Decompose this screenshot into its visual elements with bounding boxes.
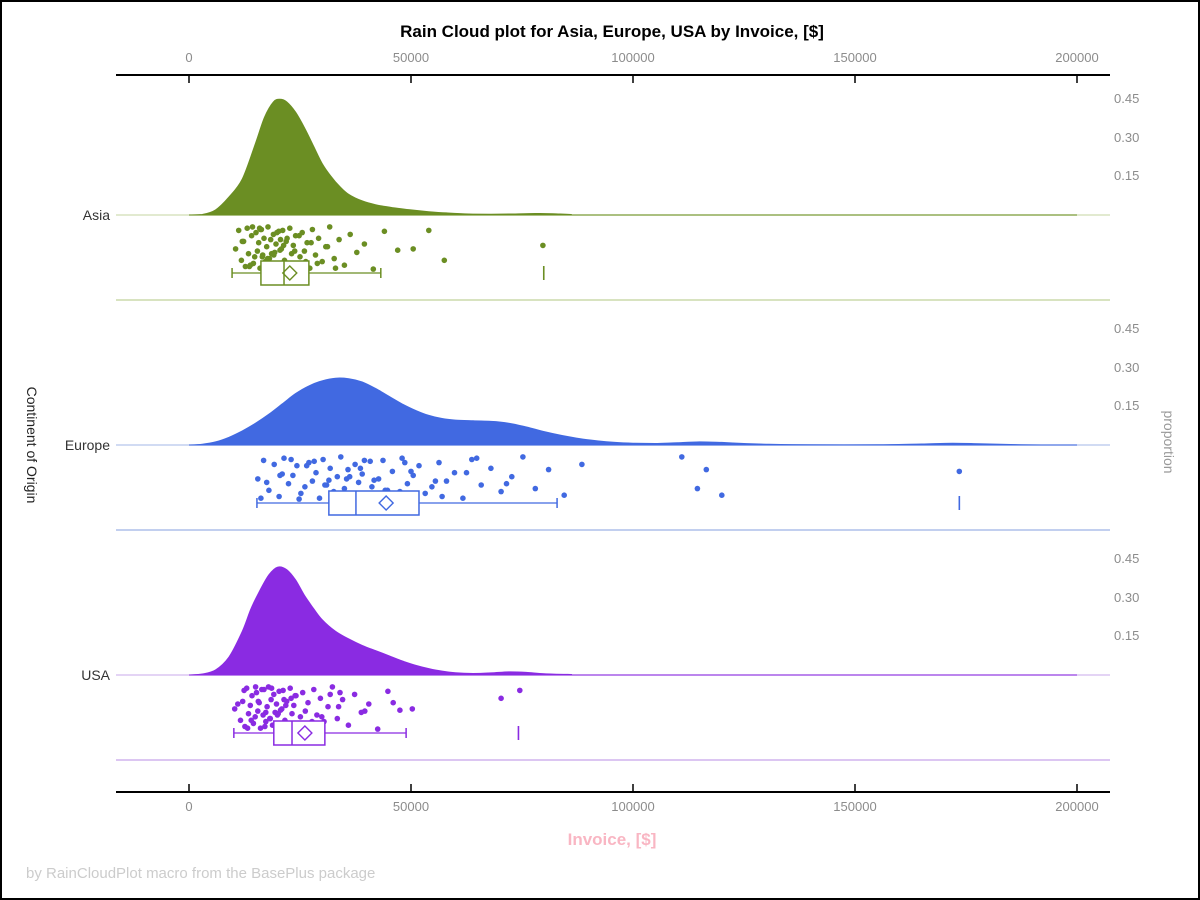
category-label-europe: Europe — [64, 437, 110, 453]
x-axis-top-tick-label: 200000 — [1055, 50, 1099, 65]
x-axis-title: Invoice, [$] — [567, 830, 657, 849]
x-axis-top-tick-label: 100000 — [611, 50, 655, 65]
proportion-tick-label: 0.30 — [1114, 590, 1140, 605]
x-axis-bottom-tick-label: 0 — [185, 799, 193, 814]
proportion-tick-label: 0.45 — [1114, 321, 1140, 336]
category-label-asia: Asia — [82, 207, 110, 223]
proportion-tick-label: 0.45 — [1114, 551, 1140, 566]
proportion-tick-label: 0.15 — [1114, 628, 1140, 643]
chart-title: Rain Cloud plot for Asia, Europe, USA by… — [400, 22, 824, 41]
category-label-usa: USA — [81, 667, 110, 683]
proportion-tick-label: 0.30 — [1114, 130, 1140, 145]
x-axis-top-tick-label: 50000 — [392, 50, 430, 65]
proportion-tick-label: 0.30 — [1114, 360, 1140, 375]
proportion-tick-label: 0.15 — [1114, 398, 1140, 413]
y2-axis-title: proportion — [1161, 410, 1177, 474]
y-axis-title: Continent of Origin — [24, 386, 40, 504]
x-axis-bottom-tick-label: 150000 — [833, 799, 877, 814]
x-axis-bottom-tick-label: 200000 — [1055, 799, 1099, 814]
proportion-tick-label: 0.45 — [1114, 91, 1140, 106]
x-axis-top-tick-label: 150000 — [833, 50, 877, 65]
x-axis-bottom-tick-label: 100000 — [611, 799, 655, 814]
x-axis-bottom-tick-label: 50000 — [392, 799, 430, 814]
proportion-tick-label: 0.15 — [1114, 168, 1140, 183]
x-axis-top-tick-label: 0 — [185, 50, 193, 65]
footer-attribution: by RainCloudPlot macro from the BasePlus… — [26, 865, 376, 882]
